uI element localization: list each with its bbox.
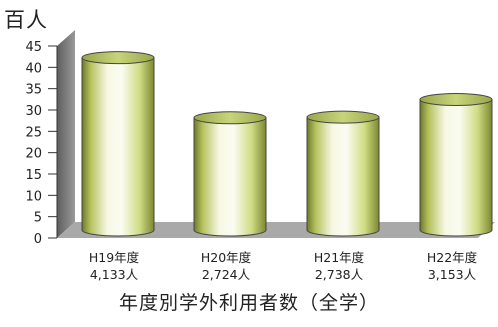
bar-top	[193, 111, 267, 125]
y-unit-label: 百人	[4, 8, 48, 32]
category-label: H20年度	[201, 250, 252, 265]
category-labels: H19年度 4,133人 H20年度 2,724人 H21年度 2,738人 H22年度 3,…	[89, 250, 478, 282]
back-wall	[57, 30, 75, 238]
bar-body	[419, 98, 493, 237]
y-tick-label: 0	[34, 232, 42, 247]
category-label: H19年度	[89, 250, 140, 265]
bar-body	[81, 57, 155, 237]
y-axis-ticks: 0 5 10 15 20 25 30 35 40 45	[25, 40, 57, 247]
floor	[57, 222, 495, 238]
bar-H20年度	[193, 111, 267, 237]
y-tick-label: 40	[25, 61, 42, 76]
y-tick-label: 30	[25, 104, 42, 119]
bar-H22年度	[419, 92, 493, 237]
bar-body	[306, 116, 380, 237]
category-label: H21年度	[314, 250, 365, 265]
y-tick-label: 15	[25, 168, 42, 183]
bars	[81, 51, 493, 237]
y-tick-label: 25	[25, 125, 42, 140]
bar-top	[81, 51, 155, 65]
category-value-label: 3,153人	[428, 267, 477, 282]
chart-title: 年度別学外利用者数（全学）	[118, 292, 379, 314]
y-tick-label: 35	[25, 83, 42, 98]
bar-top	[419, 92, 493, 106]
bar-H19年度	[81, 51, 155, 237]
y-tick-label: 5	[34, 211, 42, 226]
category-value-label: 4,133人	[90, 267, 139, 282]
category-value-label: 2,724人	[202, 267, 251, 282]
category-value-label: 2,738人	[315, 267, 364, 282]
y-tick-label: 10	[25, 189, 42, 204]
bar-top	[306, 110, 380, 124]
y-tick-label: 45	[25, 40, 42, 55]
category-label: H22年度	[427, 250, 478, 265]
bar-body	[193, 117, 267, 237]
y-tick-label: 20	[25, 147, 42, 162]
bar-H21年度	[306, 110, 380, 237]
